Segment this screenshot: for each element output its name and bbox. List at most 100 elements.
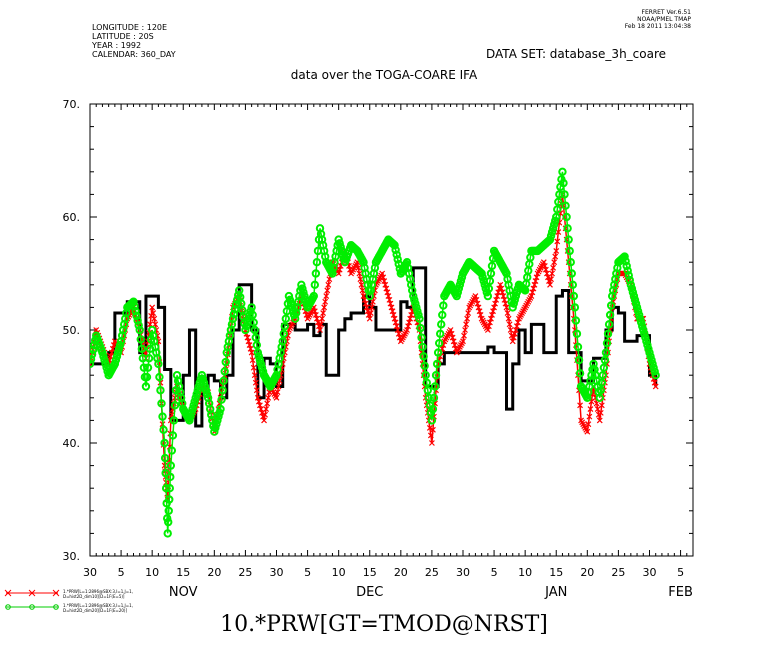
red-x-marker	[597, 409, 604, 416]
green-o-marker	[485, 276, 495, 286]
green-o-marker	[456, 276, 466, 286]
red-x-marker	[462, 327, 468, 333]
green-o-marker	[455, 280, 465, 289]
red-x-marker	[506, 321, 513, 328]
red-x-marker	[251, 372, 258, 379]
green-o-marker	[558, 167, 567, 177]
green-o-marker	[511, 291, 521, 301]
x-tick-label: 5	[304, 566, 311, 579]
red-x-marker	[553, 247, 560, 254]
green-o-marker	[433, 348, 443, 357]
x-tick-label: 10	[518, 566, 532, 579]
green-o-marker	[421, 371, 430, 380]
legend-green-text: 1.*PRW[L=1:2896@SBX:3,I=1,J=1, D=hist2D_…	[63, 603, 133, 613]
green-o-marker	[166, 461, 176, 470]
legend: 1.*PRW[L=1:2896@SBX:3,I=1,J=1, D=hist2D_…	[0, 586, 200, 626]
green-o-marker	[423, 386, 432, 395]
red-x-marker	[503, 304, 510, 311]
green-o-marker	[169, 416, 179, 425]
red-x-marker	[549, 270, 556, 277]
green-o-marker	[216, 404, 225, 414]
green-o-marker	[167, 446, 177, 455]
legend-red-markers	[4, 589, 60, 597]
green-o-marker	[568, 280, 578, 289]
red-x-marker	[149, 304, 156, 311]
legend-green-text-line: D=hist2D_dim20][D=1F(E=20)]	[63, 608, 128, 613]
green-o-marker	[165, 495, 174, 504]
green-o-marker	[392, 250, 401, 259]
green-o-marker	[413, 306, 422, 316]
green-o-marker	[285, 295, 295, 305]
green-o-marker	[253, 348, 263, 357]
green-o-marker	[629, 291, 639, 301]
green-o-marker	[601, 348, 611, 357]
red-x-marker	[318, 321, 324, 328]
legend-green-marker	[53, 604, 59, 610]
series-2	[90, 167, 660, 538]
green-o-marker	[198, 374, 208, 384]
green-o-marker	[651, 371, 660, 380]
green-o-marker	[486, 269, 496, 278]
green-o-marker	[312, 258, 322, 267]
green-o-marker	[551, 216, 560, 225]
green-o-marker	[190, 397, 199, 406]
green-o-marker	[136, 335, 145, 344]
month-label: JAN	[544, 585, 567, 600]
y-tick-label: 70.	[63, 98, 81, 111]
x-tick-label: 30	[269, 566, 283, 579]
green-o-marker	[115, 340, 125, 350]
green-o-marker	[218, 386, 227, 395]
red-x-marker	[460, 338, 466, 345]
green-o-marker	[599, 363, 609, 372]
red-x-marker	[319, 315, 326, 322]
green-o-marker	[251, 333, 260, 342]
red-x-marker	[584, 428, 591, 435]
green-o-marker	[133, 316, 142, 325]
red-x-marker	[368, 304, 375, 311]
green-o-marker	[622, 261, 631, 271]
green-o-marker	[161, 484, 171, 493]
legend-green-marker	[5, 604, 11, 610]
green-o-marker	[559, 178, 568, 188]
green-o-marker	[287, 303, 297, 312]
series-0	[90, 266, 658, 428]
green-o-marker	[160, 438, 169, 448]
green-o-marker	[634, 310, 644, 320]
green-o-marker	[90, 345, 98, 354]
green-o-marker	[192, 389, 201, 399]
green-o-marker	[170, 401, 180, 410]
green-o-marker	[155, 372, 164, 382]
x-tick-label: 5	[491, 566, 498, 579]
y-tick-label: 40.	[63, 437, 81, 450]
red-x-marker	[263, 406, 270, 413]
red-x-marker	[505, 315, 512, 322]
green-o-marker	[650, 367, 659, 376]
green-o-marker	[430, 382, 440, 391]
green-o-marker	[484, 284, 494, 293]
green-o-marker	[247, 303, 256, 312]
green-o-marker	[164, 517, 173, 527]
green-o-marker	[156, 386, 165, 395]
green-o-marker	[424, 393, 433, 402]
red-x-marker	[253, 387, 260, 394]
green-o-marker	[649, 363, 658, 372]
green-o-marker	[201, 386, 211, 395]
green-o-marker	[569, 291, 579, 301]
green-o-marker	[212, 419, 221, 429]
x-tick-label: 25	[425, 566, 439, 579]
x-tick-label: 25	[238, 566, 252, 579]
green-o-marker	[420, 361, 429, 370]
green-o-marker	[254, 352, 264, 361]
green-o-marker	[297, 280, 306, 289]
green-o-marker	[632, 303, 642, 312]
green-o-marker	[111, 355, 121, 365]
green-o-marker	[643, 340, 652, 350]
red-x-marker	[355, 264, 362, 271]
green-o-marker	[642, 337, 651, 346]
green-o-marker	[477, 269, 486, 278]
green-o-marker	[546, 231, 556, 241]
green-o-marker	[646, 352, 655, 361]
x-tick-label: 20	[580, 566, 594, 579]
green-o-marker	[548, 224, 558, 233]
